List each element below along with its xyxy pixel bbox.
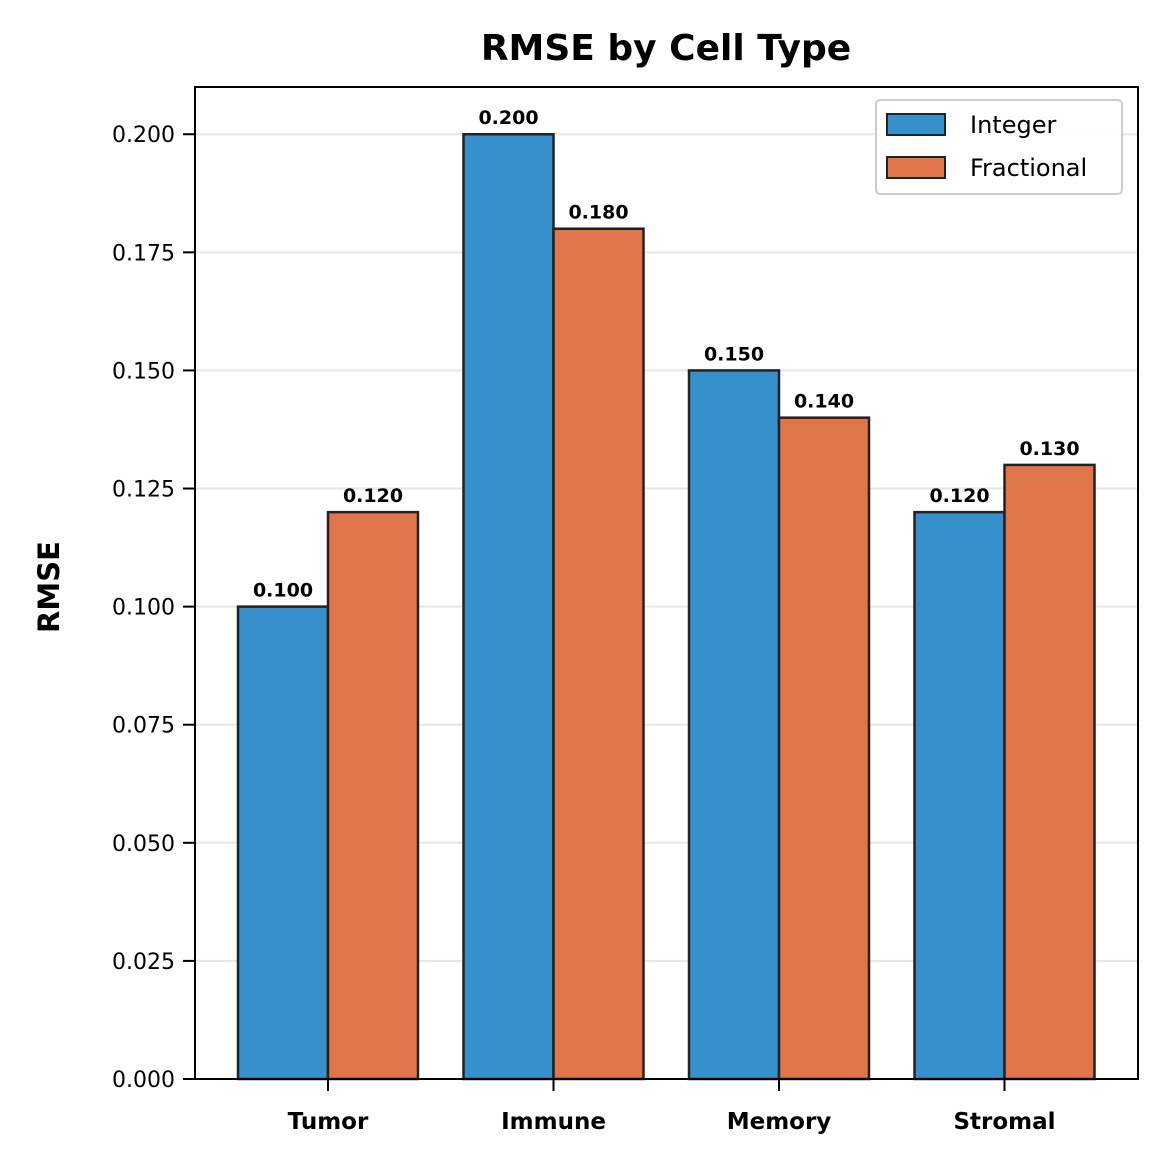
legend-swatch-fractional xyxy=(886,156,946,179)
y-tick-label: 0.100 xyxy=(112,596,175,621)
y-tick-label: 0.025 xyxy=(112,950,175,975)
bar-integer-memory xyxy=(687,369,781,1081)
y-tick-label: 0.075 xyxy=(112,714,175,739)
legend: Integer Fractional xyxy=(875,99,1123,195)
bar-integer-immune xyxy=(462,132,555,1081)
legend-swatch-integer xyxy=(886,113,946,136)
y-tick-label: 0.125 xyxy=(112,478,175,503)
x-axis-ticks: Tumor Immune Memory Stromal xyxy=(288,1079,1056,1135)
y-tick-label: 0.150 xyxy=(112,359,175,384)
data-label-fractional-immune: 0.180 xyxy=(568,202,628,224)
data-label-fractional-stromal: 0.130 xyxy=(1019,438,1079,460)
bars xyxy=(236,132,1096,1081)
bar-integer-tumor xyxy=(236,605,330,1081)
bar-fractional-immune xyxy=(552,227,645,1081)
bar-fractional-stromal xyxy=(1003,463,1096,1081)
y-tick-label: 0.200 xyxy=(112,123,175,148)
x-tick-label-stromal: Stromal xyxy=(953,1109,1055,1135)
plot-frame xyxy=(194,86,1139,1080)
x-tick-label-immune: Immune xyxy=(501,1109,606,1135)
data-label-integer-stromal: 0.120 xyxy=(929,485,989,507)
x-tick-label-tumor: Tumor xyxy=(288,1109,369,1135)
y-tick-label: 0.000 xyxy=(112,1068,175,1093)
y-tick-label: 0.050 xyxy=(112,832,175,857)
legend-label-integer: Integer xyxy=(970,111,1056,139)
data-label-fractional-tumor: 0.120 xyxy=(343,485,403,507)
y-axis-label: RMSE xyxy=(32,541,66,633)
x-tick-label-memory: Memory xyxy=(727,1109,832,1135)
bar-fractional-memory xyxy=(777,416,871,1081)
data-label-integer-tumor: 0.100 xyxy=(253,580,313,602)
legend-label-fractional: Fractional xyxy=(970,154,1087,182)
data-label-fractional-memory: 0.140 xyxy=(794,391,854,413)
data-labels: 0.100 0.120 0.200 0.180 0.150 0.140 0.120 0.130 xyxy=(253,107,1080,601)
bar-integer-stromal xyxy=(913,510,1006,1081)
bar-fractional-tumor xyxy=(326,510,420,1081)
y-tick-label: 0.175 xyxy=(112,241,175,266)
y-axis-ticks: 0.000 0.025 0.050 0.075 0.100 0.125 0.150 0.175… xyxy=(112,123,195,1093)
data-label-integer-immune: 0.200 xyxy=(478,107,538,129)
chart-title: RMSE by Cell Type xyxy=(481,28,851,69)
data-label-integer-memory: 0.150 xyxy=(704,343,764,365)
